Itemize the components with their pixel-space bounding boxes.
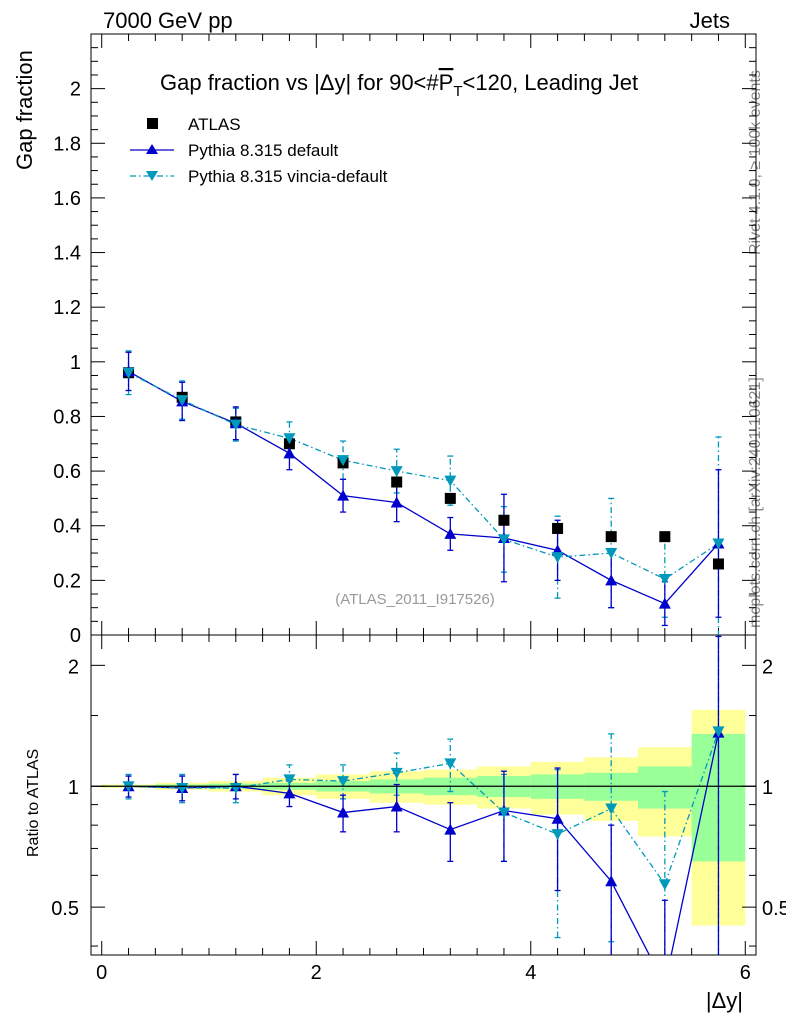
vincia-data-point bbox=[390, 466, 403, 478]
ratio-default-point bbox=[444, 823, 457, 835]
ratio-y-tick-label-right: 2 bbox=[762, 656, 773, 678]
default-data-point bbox=[283, 447, 296, 459]
atlas-data-point bbox=[444, 492, 456, 504]
ratio-default-point bbox=[659, 979, 671, 990]
series-line-vincia bbox=[128, 372, 719, 580]
ratio-y-tick-label-right: 0.5 bbox=[762, 898, 786, 920]
ratio-default-point bbox=[605, 875, 618, 887]
vincia-data-point bbox=[444, 475, 457, 487]
main-plot-title: Gap fraction vs |Δy| for 90<#PT<120, Lea… bbox=[160, 70, 638, 100]
vincia-data-point bbox=[122, 367, 135, 379]
atlas-data-point bbox=[498, 514, 510, 526]
legend: ATLAS Pythia 8.315 default Pythia 8.315 … bbox=[130, 115, 388, 186]
main-y-tick-label: 0.6 bbox=[53, 461, 81, 483]
ratio-y-tick-label: 1 bbox=[68, 777, 79, 799]
title-p: P bbox=[439, 70, 454, 95]
legend-marker-atlas bbox=[147, 118, 158, 129]
ratio-default-point bbox=[390, 800, 403, 812]
title-sub: T bbox=[453, 83, 462, 100]
main-y-tick-label: 1 bbox=[70, 352, 81, 374]
ratio-vincia-point bbox=[658, 879, 671, 891]
default-data-point bbox=[390, 496, 403, 508]
legend-label-atlas: ATLAS bbox=[188, 115, 241, 134]
ratio-axis-ticks: 0.5 0.5 1 1 2 2 0 2 4 6 bbox=[51, 635, 786, 984]
legend-marker-vincia bbox=[146, 171, 158, 181]
main-y-tick-label: 0.8 bbox=[53, 406, 81, 428]
vincia-data-point bbox=[605, 548, 618, 560]
legend-label-default: Pythia 8.315 default bbox=[188, 141, 339, 160]
legend-marker-default bbox=[146, 144, 158, 154]
vincia-data-point bbox=[658, 573, 671, 585]
vincia-data-point bbox=[551, 552, 564, 564]
main-y-tick-label: 1.8 bbox=[53, 133, 81, 155]
header-left-label: 7000 GeV pp bbox=[103, 8, 233, 33]
main-y-tick-label: 0.4 bbox=[53, 516, 81, 538]
default-data-point bbox=[337, 489, 350, 501]
main-y-tick-label: 1.4 bbox=[53, 243, 81, 265]
atlas-data-point bbox=[605, 531, 617, 543]
vincia-data-point bbox=[712, 538, 725, 550]
ratio-vincia-point bbox=[390, 767, 403, 779]
title-pre: Gap fraction vs |Δy| for 90<# bbox=[160, 70, 439, 95]
atlas-data-point bbox=[659, 531, 671, 543]
title-post: <120, Leading Jet bbox=[463, 70, 639, 95]
main-y-axis-label: Gap fraction bbox=[12, 50, 37, 170]
main-y-tick-label: 1.6 bbox=[53, 188, 81, 210]
atlas-data-point bbox=[391, 476, 403, 488]
ratio-default-point bbox=[337, 806, 350, 818]
vincia-data-point bbox=[229, 419, 242, 431]
x-tick-label: 6 bbox=[740, 962, 751, 984]
header-right-label: Jets bbox=[690, 8, 730, 33]
main-y-tick-label: 0.2 bbox=[53, 570, 81, 592]
atlas-data-point bbox=[712, 558, 724, 570]
ratio-y-tick-label: 2 bbox=[68, 656, 79, 678]
main-y-tick-label: 0 bbox=[70, 625, 81, 647]
vincia-data-point bbox=[497, 534, 510, 546]
ratio-default-point bbox=[551, 812, 564, 824]
ratio-vincia-point bbox=[337, 776, 350, 788]
ratio-band-inner bbox=[638, 766, 692, 809]
ratio-line-vincia bbox=[128, 731, 720, 886]
x-axis-label: |Δy| bbox=[706, 988, 743, 1013]
ratio-vincia-point bbox=[605, 803, 618, 815]
main-y-tick-label: 1.2 bbox=[53, 297, 81, 319]
main-plot-data bbox=[122, 350, 725, 635]
vincia-data-point bbox=[283, 433, 296, 445]
ratio-vincia-point bbox=[283, 774, 296, 786]
vincia-data-point bbox=[176, 395, 189, 407]
ratio-default-point bbox=[283, 787, 296, 799]
ratio-vincia-point bbox=[551, 829, 564, 841]
x-tick-label: 0 bbox=[96, 962, 107, 984]
ratio-vincia-point bbox=[497, 807, 510, 819]
default-data-point bbox=[444, 527, 457, 539]
ratio-vincia-point bbox=[444, 758, 457, 770]
main-axis-ticks: 0 0.2 0.4 0.6 0.8 1 1.2 1.4 1.6 1.8 2 bbox=[53, 34, 756, 647]
atlas-data-point bbox=[552, 522, 564, 534]
default-data-point bbox=[605, 574, 618, 586]
x-tick-label: 4 bbox=[525, 962, 536, 984]
x-tick-label: 2 bbox=[311, 962, 322, 984]
analysis-id-label: (ATLAS_2011_I917526) bbox=[335, 591, 495, 608]
vincia-data-point bbox=[337, 455, 350, 467]
series-line-default bbox=[128, 370, 719, 605]
ratio-vincia-point bbox=[712, 726, 725, 738]
legend-label-vincia: Pythia 8.315 vincia-default bbox=[188, 167, 388, 186]
ratio-y-tick-label-right: 1 bbox=[762, 777, 773, 799]
main-y-tick-label: 2 bbox=[70, 79, 81, 101]
default-data-point bbox=[658, 597, 671, 609]
ratio-y-axis-label: Ratio to ATLAS bbox=[25, 749, 42, 857]
ratio-y-tick-label: 0.5 bbox=[51, 898, 79, 920]
